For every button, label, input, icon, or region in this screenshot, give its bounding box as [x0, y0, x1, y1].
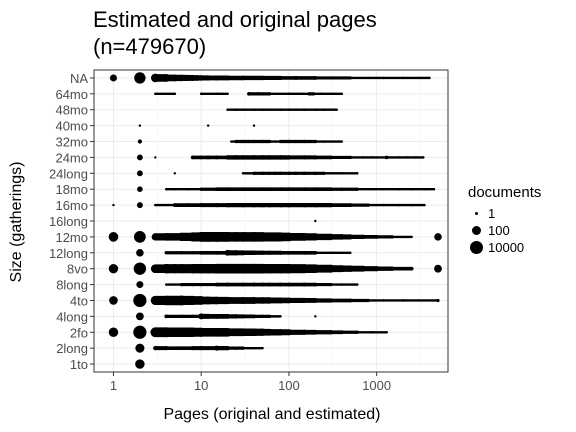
y-tick-label: 48mo — [55, 103, 88, 118]
y-tick-label: 8vo — [67, 262, 88, 277]
data-point — [133, 293, 147, 308]
data-point — [314, 219, 317, 223]
data-point — [434, 233, 442, 241]
x-tick-label: 10 — [194, 378, 208, 393]
y-tick-label: 4long — [56, 309, 88, 324]
data-point — [108, 232, 119, 242]
data-point — [206, 124, 210, 127]
legend-entry: 1 — [468, 205, 541, 222]
data-point — [136, 249, 144, 257]
data-point — [138, 124, 142, 127]
y-tick-label: 2long — [56, 341, 88, 356]
axes-layer: 1to2long2fo4long4to8long8vo12long12mo16l… — [49, 69, 449, 393]
grid-layer — [94, 70, 448, 372]
data-point — [109, 296, 118, 305]
data-point — [112, 203, 115, 207]
data-point — [136, 202, 143, 209]
y-tick-label: 4to — [70, 293, 88, 308]
data-point — [252, 124, 256, 127]
y-tick-label: 32mo — [55, 135, 88, 150]
legend-label: 100 — [488, 223, 510, 238]
legend-dot-icon — [468, 206, 484, 222]
y-tick-label: 12mo — [55, 230, 88, 245]
x-axis-label: Pages (original and estimated) — [163, 406, 380, 423]
chart-title-line-2: (n=479670) — [93, 34, 207, 59]
y-tick-label: 18mo — [55, 182, 88, 197]
data-point — [134, 72, 146, 84]
data-point — [137, 186, 143, 193]
legend-dot-icon — [468, 223, 484, 239]
data-point — [109, 74, 117, 82]
legend-entry: 100 — [468, 222, 541, 239]
y-tick-label: 24mo — [55, 150, 88, 165]
legend: documents 1 100 10000 — [468, 184, 541, 256]
data-point — [154, 156, 157, 159]
y-tick-label: 24long — [49, 166, 88, 181]
data-point — [173, 172, 176, 175]
data-point — [136, 154, 143, 161]
x-tick-label: 1000 — [362, 378, 391, 393]
data-point — [133, 262, 147, 275]
x-tick-label: 100 — [278, 378, 300, 393]
y-axis-label: Size (gatherings) — [8, 162, 25, 283]
legend-dot-icon — [468, 240, 484, 256]
legend-label: 1 — [488, 206, 496, 221]
y-tick-label: 16long — [49, 214, 88, 229]
data-point — [434, 264, 442, 273]
data-point — [137, 139, 143, 144]
y-tick-label: 2fo — [70, 325, 88, 340]
data-point — [133, 231, 146, 243]
chart-title-line-1: Estimated and original pages — [93, 7, 377, 32]
data-point — [135, 343, 145, 353]
points-layer — [108, 72, 442, 369]
data-point — [108, 327, 119, 337]
data-point — [135, 359, 145, 369]
y-tick-label: 8long — [56, 278, 88, 293]
y-tick-label: 16mo — [55, 198, 88, 213]
legend-title: documents — [468, 184, 542, 201]
data-point — [314, 315, 317, 318]
legend-label: 10000 — [488, 240, 525, 255]
data-point — [133, 325, 147, 339]
data-point — [108, 263, 119, 274]
y-tick-label: 40mo — [55, 119, 88, 134]
x-tick-label: 1 — [110, 378, 117, 393]
data-point — [135, 312, 144, 321]
y-tick-label: NA — [70, 71, 88, 86]
y-tick-label: 12long — [49, 246, 88, 261]
legend-entry: 10000 — [468, 239, 541, 256]
data-point — [136, 170, 143, 177]
data-point — [136, 281, 144, 289]
y-tick-label: 64mo — [55, 87, 88, 102]
y-tick-label: 1to — [70, 357, 88, 372]
chart-title: Estimated and original pages (n=479670) — [93, 6, 377, 60]
